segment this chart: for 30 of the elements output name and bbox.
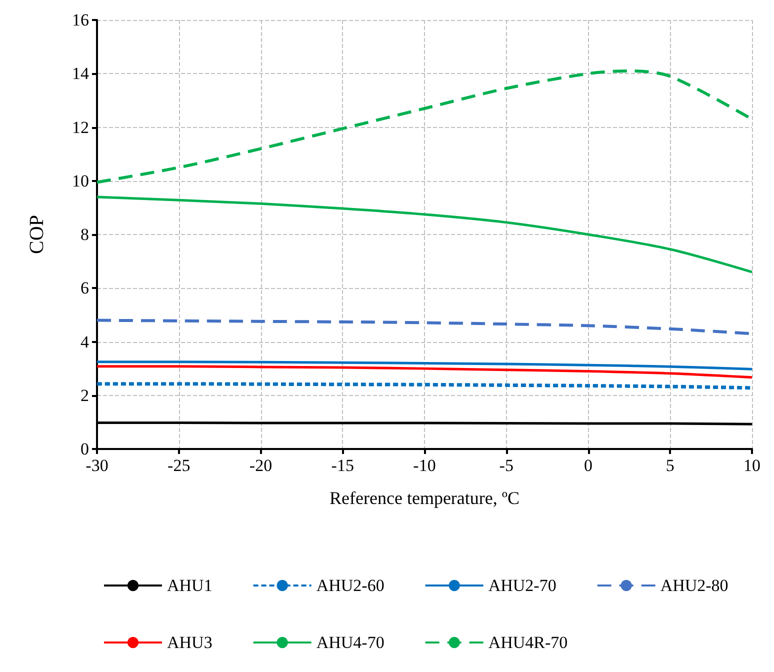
- x-tick-label: -20: [249, 456, 272, 475]
- x-tick-label: -5: [499, 456, 514, 475]
- x-tick-label: 10: [744, 456, 760, 475]
- x-tick-label: 5: [666, 456, 674, 475]
- x-tick-label: -15: [331, 456, 354, 475]
- x-tick-label: 0: [584, 456, 592, 475]
- legend-label: AHU2-80: [660, 576, 728, 595]
- y-tick-label: 2: [80, 386, 89, 405]
- x-tick-label: -10: [413, 456, 436, 475]
- legend-label: AHU4-70: [316, 633, 384, 652]
- y-axis-title: COP: [26, 215, 48, 254]
- x-tick-label: -30: [86, 456, 108, 475]
- legend-label: AHU2-60: [316, 576, 384, 595]
- y-tick-label: 0: [80, 440, 89, 458]
- line-series: [96, 360, 754, 370]
- legend-label: AHU1: [167, 576, 212, 595]
- line-series: [96, 365, 754, 379]
- y-tick-label: 4: [80, 332, 90, 352]
- y-tick-label: 8: [80, 225, 89, 244]
- y-tick-label: 16: [72, 10, 89, 30]
- y-tick-label: 10: [72, 171, 89, 190]
- legend-label: AHU3: [167, 633, 212, 652]
- y-tick-label: 12: [72, 118, 89, 137]
- line-series: [96, 196, 754, 274]
- y-tick-label: 6: [80, 278, 89, 298]
- y-tick-label: 14: [72, 64, 90, 84]
- legend-label: AHU4R-70: [488, 633, 568, 652]
- legend-label: AHU2-70: [488, 576, 556, 595]
- x-tick-label: -25: [168, 456, 190, 475]
- x-axis-title: Reference temperature, ºC: [330, 488, 520, 508]
